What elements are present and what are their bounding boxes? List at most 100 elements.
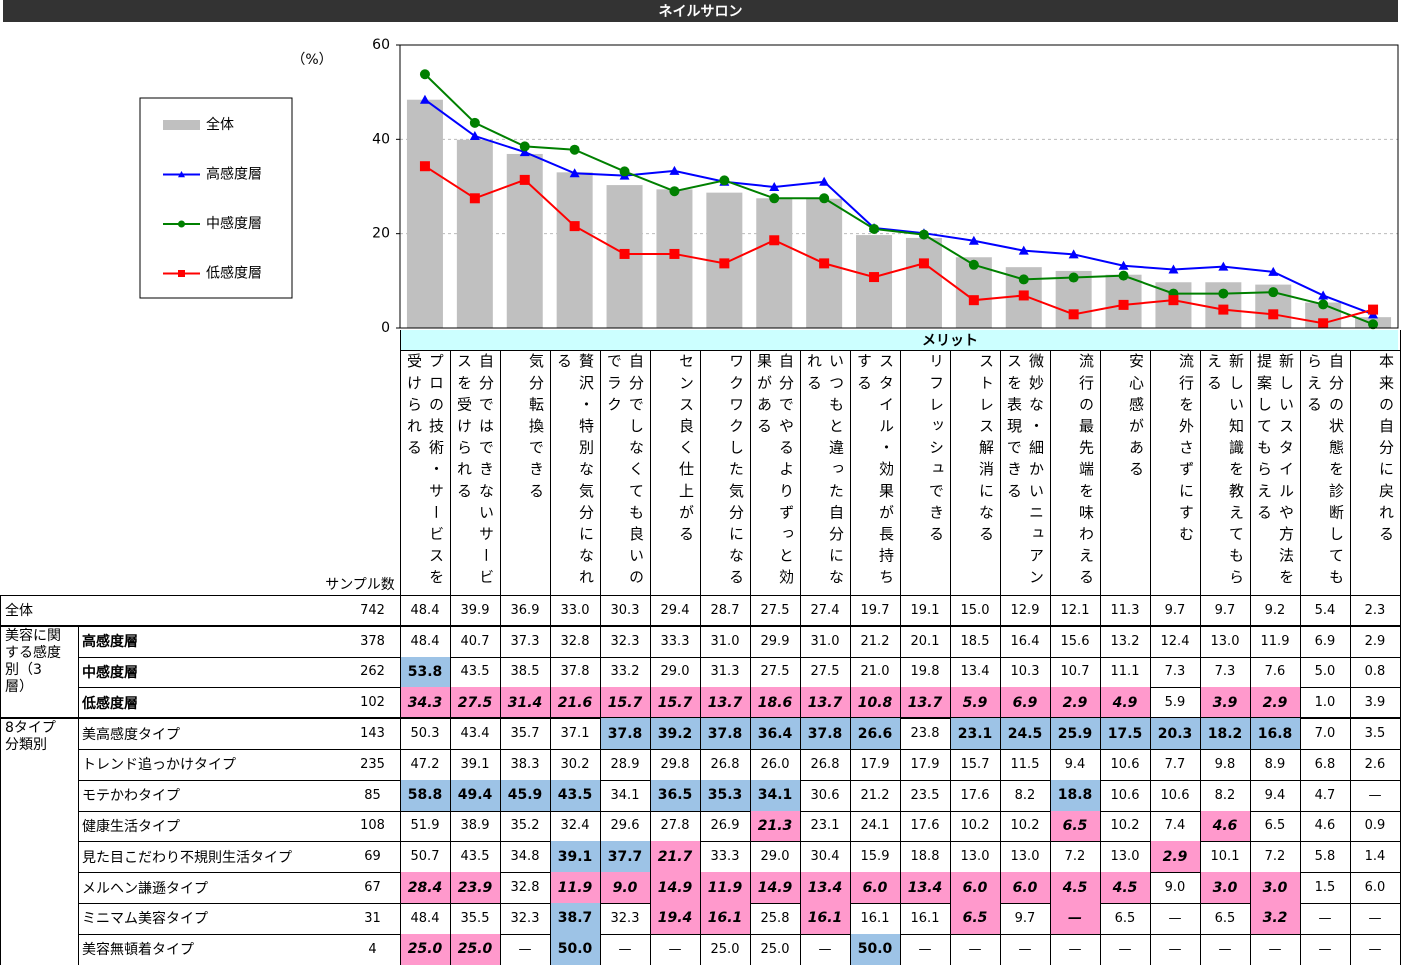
row-label: 高感度層 bbox=[82, 634, 138, 651]
data-cell: 11.9 bbox=[550, 872, 600, 903]
point bbox=[819, 176, 830, 186]
data-cell: 2.3 bbox=[1364, 602, 1386, 618]
data-cell: 23.9 bbox=[450, 872, 500, 903]
data-cell: 38.7 bbox=[550, 903, 600, 934]
table-col-line bbox=[1400, 595, 1401, 965]
column-line bbox=[1150, 350, 1151, 595]
row-label: 見た目こだわり不規則生活タイプ bbox=[82, 849, 292, 866]
data-cell: 8.2 bbox=[1014, 787, 1036, 803]
data-cell: 34.1 bbox=[750, 779, 800, 811]
table-col-line bbox=[1050, 595, 1051, 965]
point bbox=[419, 161, 430, 172]
data-cell: 35.5 bbox=[460, 910, 490, 926]
data-cell: 10.2 bbox=[1010, 818, 1040, 834]
legend-marker bbox=[178, 270, 185, 277]
point bbox=[1218, 304, 1229, 315]
category-label: 本来の自分に戻れる bbox=[1377, 353, 1395, 548]
point bbox=[968, 259, 979, 270]
point bbox=[669, 248, 680, 259]
data-cell: 29.0 bbox=[660, 664, 690, 680]
category-label: 微妙な・細かいニュアンスを表現できる bbox=[1005, 353, 1045, 591]
point bbox=[1118, 270, 1129, 281]
data-cell: 34.3 bbox=[400, 687, 450, 719]
data-cell: 33.0 bbox=[560, 602, 590, 618]
x-header-band bbox=[400, 330, 1398, 350]
point bbox=[469, 193, 480, 204]
data-cell: 27.8 bbox=[660, 818, 690, 834]
category-label: 流行の最先端を味わえる bbox=[1077, 353, 1095, 591]
data-cell: 34.1 bbox=[610, 787, 640, 803]
column-line bbox=[500, 350, 501, 595]
data-cell: 25.0 bbox=[450, 933, 500, 965]
table-col-line bbox=[450, 595, 451, 965]
data-cell: 33.2 bbox=[610, 664, 640, 680]
data-cell: 13.4 bbox=[900, 872, 950, 903]
data-cell: 37.3 bbox=[510, 633, 540, 649]
data-cell: 21.6 bbox=[550, 687, 600, 719]
data-cell: 11.1 bbox=[1110, 664, 1140, 680]
column-line bbox=[1100, 350, 1101, 595]
data-cell: 13.0 bbox=[1210, 633, 1240, 649]
data-cell: 18.6 bbox=[750, 687, 800, 719]
data-cell: 58.8 bbox=[400, 779, 450, 811]
category-label: 自分でしなくても良いのでラク bbox=[605, 353, 645, 591]
column-line bbox=[1200, 350, 1201, 595]
data-cell: 15.7 bbox=[650, 687, 700, 719]
band-line bbox=[400, 350, 1400, 351]
data-cell: — bbox=[968, 941, 982, 957]
data-cell: 31.3 bbox=[710, 664, 740, 680]
data-cell: 20.1 bbox=[910, 633, 940, 649]
data-cell: 24.1 bbox=[860, 818, 890, 834]
data-cell: 27.5 bbox=[760, 602, 790, 618]
table-col-line bbox=[500, 595, 501, 965]
data-cell: 1.5 bbox=[1314, 880, 1336, 896]
point bbox=[569, 221, 580, 232]
data-cell: 39.2 bbox=[650, 718, 700, 749]
category-label: 気分転換できる bbox=[527, 353, 545, 505]
category-label: 贅沢・特別な気分になれる bbox=[555, 353, 595, 591]
data-cell: 11.3 bbox=[1110, 602, 1140, 618]
point bbox=[918, 229, 929, 240]
data-cell: 30.3 bbox=[610, 602, 640, 618]
data-cell: 6.0 bbox=[950, 872, 1000, 903]
point bbox=[819, 193, 830, 204]
data-cell: 35.7 bbox=[510, 726, 540, 742]
data-cell: 38.3 bbox=[510, 756, 540, 772]
data-cell: 5.4 bbox=[1314, 602, 1336, 618]
data-cell: 7.3 bbox=[1214, 664, 1236, 680]
category-label: ストレス解消になる bbox=[977, 353, 995, 548]
row-label: 低感度層 bbox=[82, 695, 138, 712]
data-cell: 3.2 bbox=[1250, 903, 1300, 934]
data-cell: 4.5 bbox=[1100, 872, 1150, 903]
data-cell: 23.1 bbox=[950, 718, 1000, 749]
table-col-line bbox=[1150, 595, 1151, 965]
data-cell: 37.8 bbox=[600, 718, 650, 749]
data-cell: 19.1 bbox=[910, 602, 940, 618]
point bbox=[1018, 245, 1029, 255]
data-cell: 6.0 bbox=[1364, 880, 1386, 896]
data-cell: — bbox=[818, 941, 832, 957]
table-col-line bbox=[1300, 595, 1301, 965]
column-line bbox=[950, 350, 951, 595]
row-line bbox=[78, 749, 1400, 750]
data-cell: 9.0 bbox=[1164, 880, 1186, 896]
data-cell: 39.1 bbox=[460, 756, 490, 772]
data-cell: 6.8 bbox=[1314, 756, 1336, 772]
point bbox=[1268, 266, 1279, 276]
category-label: 安心感がある bbox=[1127, 353, 1145, 483]
table-col-line bbox=[600, 595, 601, 965]
data-cell: 16.4 bbox=[1010, 633, 1040, 649]
data-cell: 4.9 bbox=[1100, 687, 1150, 719]
point bbox=[669, 165, 680, 175]
data-cell: 12.4 bbox=[1160, 633, 1190, 649]
table-col-line bbox=[750, 595, 751, 965]
data-cell: 13.4 bbox=[960, 664, 990, 680]
category-label: 新しいスタイルや方法を提案してもらえる bbox=[1255, 353, 1295, 591]
legend-label: 高感度層 bbox=[206, 166, 262, 183]
data-cell: — bbox=[518, 941, 532, 957]
row-line bbox=[78, 841, 1400, 843]
point bbox=[719, 258, 730, 269]
bar bbox=[456, 139, 493, 328]
point bbox=[519, 147, 530, 157]
point bbox=[1218, 288, 1229, 299]
